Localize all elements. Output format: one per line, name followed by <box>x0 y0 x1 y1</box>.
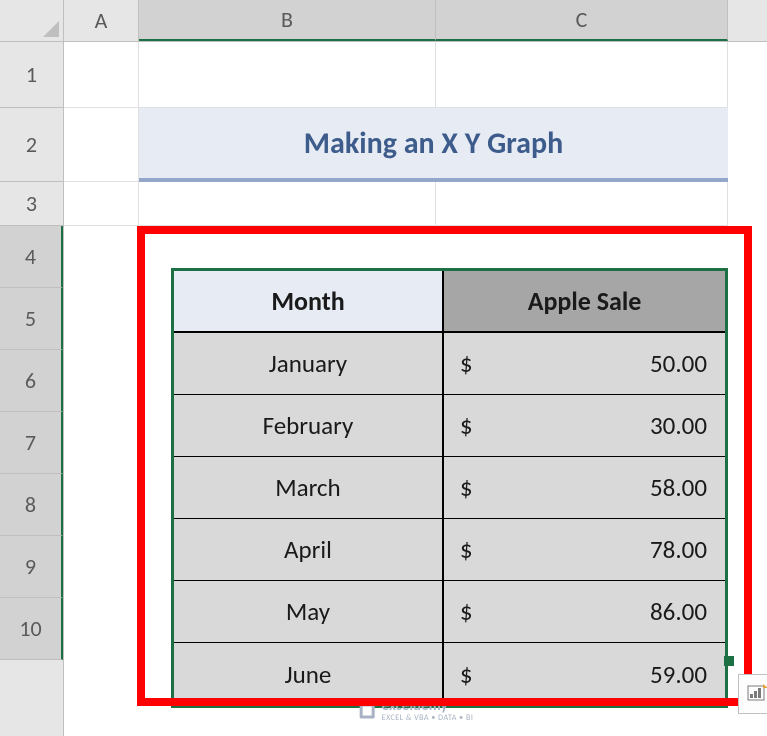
currency-symbol: $ <box>460 348 473 379</box>
selection-fill-handle[interactable] <box>724 656 734 666</box>
cell[interactable] <box>139 42 436 108</box>
row-header[interactable]: 9 <box>0 536 63 598</box>
cell[interactable] <box>436 182 728 226</box>
table-row: May$86.00 <box>174 581 725 643</box>
row-header[interactable]: 5 <box>0 288 63 350</box>
cell-sale[interactable]: $30.00 <box>444 395 725 457</box>
header-sale[interactable]: Apple Sale <box>444 271 725 333</box>
cell-sale[interactable]: $50.00 <box>444 333 725 395</box>
select-all-corner[interactable] <box>0 0 64 42</box>
row-header[interactable]: 4 <box>0 226 63 288</box>
cell-month[interactable]: March <box>174 457 444 519</box>
cell[interactable] <box>64 42 139 108</box>
table-row: April$78.00 <box>174 519 725 581</box>
sale-value: 50.00 <box>650 348 707 379</box>
cell-sale[interactable]: $78.00 <box>444 519 725 581</box>
cell-month[interactable]: April <box>174 519 444 581</box>
table-row: February$30.00 <box>174 395 725 457</box>
data-table: Month Apple Sale January$50.00February$3… <box>171 268 728 708</box>
sale-value: 30.00 <box>650 410 707 441</box>
currency-symbol: $ <box>460 659 473 690</box>
col-header-b[interactable]: B <box>139 0 436 41</box>
table-body: January$50.00February$30.00March$58.00Ap… <box>174 333 725 705</box>
table-row: June$59.00 <box>174 643 725 705</box>
sale-value: 59.00 <box>650 659 707 690</box>
watermark-logo-icon <box>358 702 376 720</box>
currency-symbol: $ <box>460 534 473 565</box>
col-header-c[interactable]: C <box>436 0 728 41</box>
grid-area[interactable]: Making an X Y Graph Month Apple Sale Jan… <box>64 42 767 736</box>
col-header-a[interactable]: A <box>64 0 139 41</box>
cell[interactable] <box>64 108 139 182</box>
row-header[interactable]: 7 <box>0 412 63 474</box>
table-row: January$50.00 <box>174 333 725 395</box>
cell[interactable] <box>139 182 436 226</box>
row-header[interactable]: 1 <box>0 42 63 108</box>
row-header[interactable]: 6 <box>0 350 63 412</box>
sale-value: 86.00 <box>650 596 707 627</box>
quick-analysis-button[interactable] <box>738 674 767 714</box>
title-cell[interactable]: Making an X Y Graph <box>139 108 728 182</box>
sale-value: 78.00 <box>650 534 707 565</box>
cell[interactable] <box>64 182 139 226</box>
cell-sale[interactable]: $59.00 <box>444 643 725 705</box>
header-month[interactable]: Month <box>174 271 444 333</box>
sale-value: 58.00 <box>650 472 707 503</box>
table-header-row: Month Apple Sale <box>174 271 725 333</box>
cell[interactable] <box>436 42 728 108</box>
cell-sale[interactable]: $86.00 <box>444 581 725 643</box>
row-header[interactable]: 10 <box>0 598 63 660</box>
row-header[interactable]: 8 <box>0 474 63 536</box>
currency-symbol: $ <box>460 472 473 503</box>
table-row: March$58.00 <box>174 457 725 519</box>
watermark: exceldemy EXCEL & VBA • DATA • BI <box>358 699 474 722</box>
row-header[interactable]: 2 <box>0 108 63 182</box>
spreadsheet: A B C 1 2 3 4 5 6 7 8 9 10 Making an X Y… <box>0 0 767 736</box>
cell-sale[interactable]: $58.00 <box>444 457 725 519</box>
select-all-icon <box>43 21 59 37</box>
watermark-tagline: EXCEL & VBA • DATA • BI <box>382 714 474 722</box>
row-header[interactable]: 3 <box>0 182 63 226</box>
cell-month[interactable]: February <box>174 395 444 457</box>
cell-month[interactable]: January <box>174 333 444 395</box>
currency-symbol: $ <box>460 410 473 441</box>
cell-month[interactable]: May <box>174 581 444 643</box>
quick-analysis-icon <box>746 682 767 706</box>
watermark-name: exceldemy <box>382 699 474 714</box>
row-headers: 1 2 3 4 5 6 7 8 9 10 <box>0 42 64 736</box>
column-headers: A B C <box>64 0 767 42</box>
cell-month[interactable]: June <box>174 643 444 705</box>
currency-symbol: $ <box>460 596 473 627</box>
